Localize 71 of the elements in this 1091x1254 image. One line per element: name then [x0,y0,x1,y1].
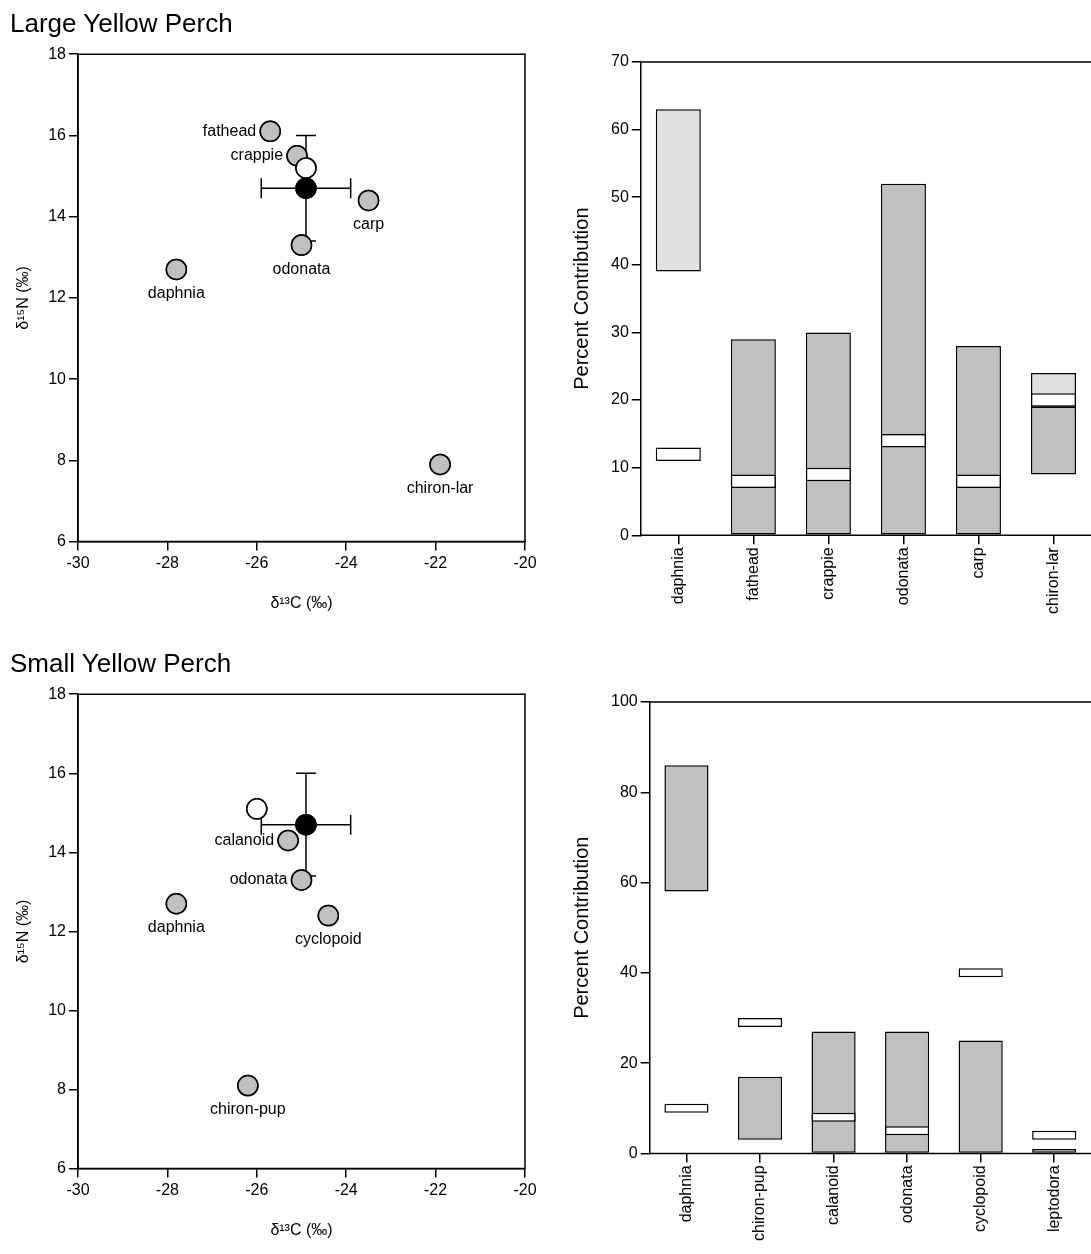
y-axis-title: Percent Contribution [569,836,592,1019]
y-tick-label: 14 [48,207,67,225]
x-tick-label: daphnia [676,1165,694,1223]
y-tick-label: 18 [48,44,67,62]
y-tick-label: 40 [611,255,629,273]
x-tick-label: -28 [155,1180,180,1198]
y-tick-label: 10 [48,1000,67,1018]
y-tick-label: 40 [619,963,638,981]
x-tick-label: -22 [424,1180,448,1198]
annotation: fathead [202,121,257,139]
x-tick-label: -24 [334,553,358,571]
x-tick-label: -20 [513,1180,537,1198]
y-tick-label: 0 [619,525,629,543]
y-tick-label: 60 [619,872,638,890]
y-tick-label: 0 [628,1143,638,1161]
annotation: calanoid [214,830,275,848]
x-tick-label: chiron-lar [1043,546,1061,614]
annotation: odonata [229,870,288,888]
y-tick-label: 20 [611,390,629,408]
y-tick-label: 18 [48,684,67,702]
y-tick-label: 10 [611,458,629,476]
x-tick-label: calanoid [823,1165,841,1226]
y-tick-label: 6 [57,532,67,550]
x-tick-label: -24 [334,1180,358,1198]
x-tick-label: -30 [66,553,90,571]
annotation: carp [352,214,385,232]
x-tick-label: fathead [743,547,761,601]
y-tick-label: 16 [48,125,67,143]
chart-title: Small Yellow Perch [10,647,232,678]
x-tick-label: chiron-pup [750,1165,768,1242]
x-tick-label: cyclopoid [971,1165,989,1233]
x-tick-label: daphnia [668,547,686,605]
y-tick-label: 60 [611,120,629,138]
y-tick-label: 50 [611,187,629,205]
x-tick-label: -26 [245,553,269,571]
annotation: chiron-lar [406,478,475,496]
x-tick-label: leptodora [1044,1165,1062,1233]
y-axis-title: δ¹⁵N (‰) [14,266,32,330]
y-tick-label: 16 [48,763,67,781]
x-tick-label: odonata [893,547,911,606]
y-axis-title: δ¹⁵N (‰) [14,899,32,964]
y-tick-label: 12 [48,288,67,306]
x-tick-label: carp [968,547,986,579]
y-tick-label: 30 [611,322,629,340]
y-tick-label: 8 [57,1079,67,1097]
y-tick-label: 14 [48,842,67,860]
annotation: daphnia [147,283,205,301]
x-tick-label: -28 [155,553,180,571]
y-tick-label: 100 [610,692,638,710]
annotation: chiron-pup [210,1099,286,1117]
x-axis-title: δ¹³C (‰) [270,593,333,611]
chart-title: Large Yellow Perch [10,7,233,38]
y-tick-label: 12 [48,921,67,939]
x-tick-label: -22 [424,553,448,571]
y-tick-label: 10 [48,369,67,387]
x-axis-title: δ¹³C (‰) [270,1220,333,1238]
y-tick-label: 6 [57,1159,67,1177]
annotation: cyclopoid [294,929,362,947]
x-tick-label: odonata [897,1165,915,1224]
annotation: crappie [230,146,284,164]
x-tick-label: -30 [66,1180,90,1198]
x-tick-label: -26 [245,1180,269,1198]
y-axis-title: Percent Contribution [569,207,592,390]
annotation: daphnia [147,918,205,936]
x-tick-label: crappie [818,547,836,600]
y-tick-label: 20 [619,1053,638,1071]
annotation: odonata [272,259,331,277]
y-tick-label: 70 [611,52,629,70]
x-tick-label: -20 [513,553,537,571]
y-tick-label: 80 [619,782,638,800]
y-tick-label: 8 [57,450,67,468]
